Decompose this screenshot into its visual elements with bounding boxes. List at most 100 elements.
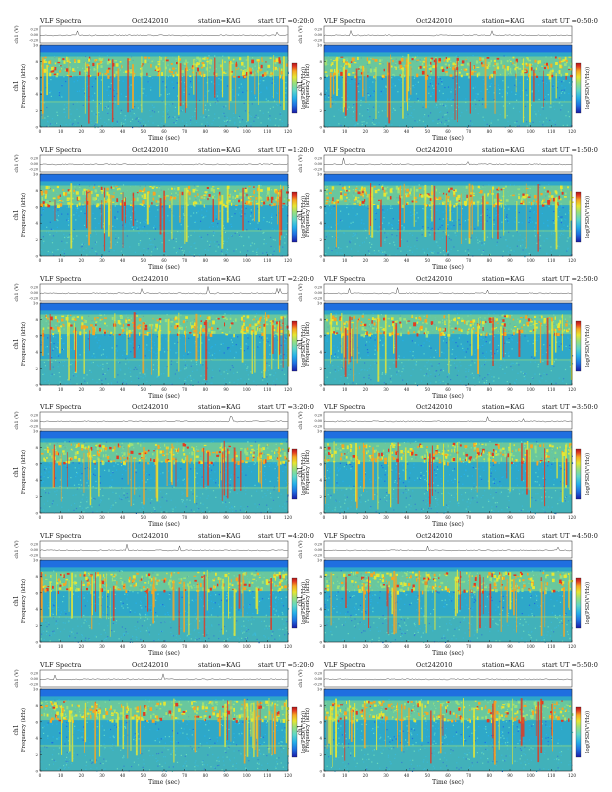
- noise-speckle: [568, 224, 570, 226]
- noise-speckle: [225, 382, 227, 384]
- noise-speckle: [136, 368, 138, 370]
- activity-blob: [55, 75, 58, 78]
- noise-speckle: [276, 77, 278, 79]
- noise-speckle: [391, 227, 393, 229]
- noise-speckle: [223, 371, 225, 373]
- noise-speckle: [247, 250, 249, 252]
- noise-speckle: [367, 108, 369, 110]
- activity-blob: [360, 190, 363, 193]
- noise-speckle: [217, 98, 219, 100]
- x-tick-label: 120: [284, 129, 292, 134]
- noise-speckle: [525, 89, 527, 91]
- noise-speckle: [567, 111, 569, 113]
- panel-date: Oct242010: [132, 275, 168, 283]
- activity-blob: [209, 322, 211, 327]
- noise-speckle: [547, 225, 549, 227]
- sferic-streak: [110, 194, 112, 249]
- noise-speckle: [166, 93, 169, 95]
- noise-speckle: [275, 118, 277, 120]
- noise-speckle: [70, 383, 72, 385]
- activity-blob: [93, 68, 96, 71]
- noise-speckle: [96, 342, 98, 344]
- noise-speckle: [475, 236, 477, 238]
- noise-speckle: [216, 95, 219, 97]
- activity-blob: [414, 56, 417, 58]
- noise-speckle: [448, 250, 450, 252]
- activity-blob: [490, 74, 493, 76]
- activity-blob: [325, 59, 328, 63]
- activity-blob: [512, 194, 515, 197]
- noise-speckle: [64, 116, 67, 118]
- noise-speckle: [412, 116, 414, 118]
- noise-speckle: [50, 228, 52, 230]
- noise-speckle: [143, 88, 145, 90]
- noise-speckle: [82, 205, 84, 207]
- noise-speckle: [416, 248, 418, 250]
- activity-blob: [435, 188, 437, 192]
- noise-speckle: [214, 352, 216, 355]
- noise-speckle: [440, 111, 442, 113]
- noise-speckle: [91, 247, 93, 249]
- noise-speckle: [273, 250, 275, 252]
- noise-speckle: [508, 124, 510, 126]
- noise-speckle: [482, 98, 484, 100]
- activity-blob: [208, 316, 211, 320]
- noise-speckle: [182, 213, 185, 215]
- noise-speckle: [260, 122, 262, 124]
- activity-blob: [407, 193, 410, 198]
- noise-speckle: [57, 349, 59, 351]
- noise-speckle: [262, 219, 264, 221]
- x-tick-label: 50: [141, 129, 147, 134]
- noise-speckle: [189, 123, 192, 125]
- activity-blob: [560, 60, 564, 63]
- activity-blob: [512, 56, 515, 59]
- activity-blob: [166, 195, 169, 197]
- noise-speckle: [453, 224, 455, 227]
- noise-speckle: [451, 105, 453, 107]
- noise-speckle: [391, 124, 393, 126]
- sferic-streak: [83, 328, 85, 374]
- noise-speckle: [478, 100, 480, 102]
- noise-speckle: [448, 237, 451, 240]
- noise-speckle: [149, 115, 151, 117]
- noise-speckle: [280, 104, 282, 106]
- activity-blob: [237, 189, 239, 191]
- noise-speckle: [164, 333, 166, 335]
- x-tick-label: 20: [79, 129, 85, 134]
- activity-blob: [526, 57, 529, 59]
- noise-speckle: [509, 247, 511, 249]
- noise-speckle: [338, 123, 340, 125]
- noise-speckle: [444, 114, 446, 116]
- activity-blob: [181, 191, 184, 196]
- activity-blob: [110, 331, 112, 335]
- activity-blob: [45, 69, 47, 72]
- noise-speckle: [78, 215, 80, 217]
- sferic-streak: [96, 63, 98, 124]
- noise-speckle: [530, 222, 532, 224]
- noise-speckle: [48, 231, 50, 233]
- noise-speckle: [248, 112, 250, 114]
- noise-speckle: [165, 338, 167, 340]
- noise-speckle: [121, 222, 124, 224]
- activity-blob: [383, 187, 387, 190]
- activity-blob: [237, 75, 240, 78]
- noise-speckle: [441, 83, 443, 85]
- activity-blob: [551, 72, 553, 75]
- noise-speckle: [412, 213, 414, 215]
- noise-speckle: [91, 110, 93, 112]
- activity-blob: [119, 202, 123, 206]
- activity-blob: [456, 67, 459, 71]
- noise-speckle: [521, 222, 523, 224]
- activity-blob: [421, 62, 424, 66]
- activity-blob: [543, 198, 545, 202]
- noise-speckle: [194, 220, 197, 223]
- noise-speckle: [57, 209, 59, 211]
- waveform-ylabel: ch1 (V): [13, 283, 20, 301]
- activity-blob: [456, 61, 458, 64]
- noise-speckle: [136, 223, 138, 225]
- sferic-streak: [221, 194, 224, 249]
- noise-speckle: [545, 117, 547, 119]
- noise-speckle: [545, 237, 547, 240]
- activity-blob: [92, 197, 94, 201]
- sferic-streak: [449, 200, 452, 222]
